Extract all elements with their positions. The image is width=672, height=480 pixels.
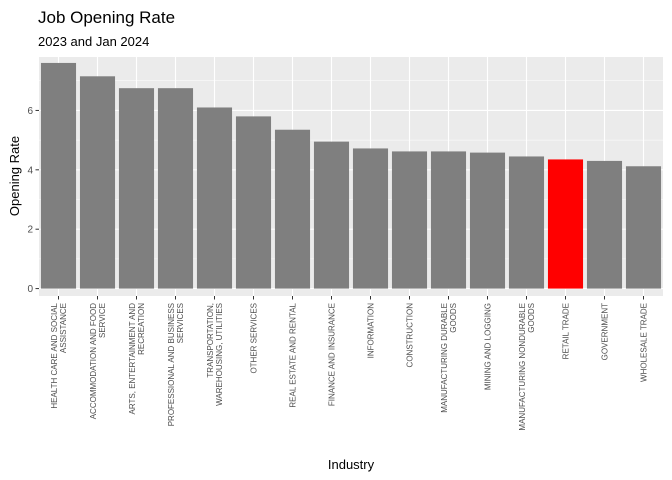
x-axis: HEALTH CARE AND SOCIALASSISTANCE ACCOMMOD… <box>50 296 649 431</box>
x-tick-label-line: WAREHOUSING, UTILITIES <box>215 303 224 406</box>
x-tick-label-line: REAL ESTATE AND RENTAL <box>289 302 298 407</box>
y-axis: 0 2 4 6 <box>27 106 39 295</box>
x-tick-label-line: FINANCE AND INSURANCE <box>328 303 337 406</box>
x-tick-label: ACCOMMODATION AND FOODSERVICE <box>89 303 107 420</box>
chart-subtitle: 2023 and Jan 2024 <box>38 34 149 49</box>
bar <box>586 160 623 289</box>
x-tick-label-line: TRANSPORTATION, <box>206 303 215 378</box>
x-tick-label-line: RETAIL TRADE <box>562 303 571 359</box>
bars <box>40 62 662 289</box>
x-axis-title: Industry <box>328 457 375 472</box>
y-tick-label: 2 <box>27 225 33 236</box>
y-axis-title: Opening Rate <box>7 136 22 216</box>
y-tick-label: 4 <box>27 165 33 176</box>
x-tick-label: MINING AND LOGGING <box>484 303 493 390</box>
x-tick-label: CONSTRUCTION <box>406 303 415 368</box>
x-tick-label-line: GOODS <box>449 303 458 333</box>
x-tick-label: GOVERNMENT <box>601 303 610 360</box>
x-tick-label: MANUFACTURING DURABLEGOODS <box>440 303 458 413</box>
x-tick-label-line: MANUFACTURING DURABLE <box>440 303 449 413</box>
bar <box>430 151 467 289</box>
chart-title: Job Opening Rate <box>38 8 175 27</box>
x-tick-label-line: CONSTRUCTION <box>406 303 415 368</box>
bar <box>235 116 272 289</box>
x-tick-label: FINANCE AND INSURANCE <box>328 303 337 406</box>
y-tick-label: 0 <box>27 284 33 295</box>
bar <box>79 76 116 289</box>
x-tick-label-line: ASSISTANCE <box>59 303 68 353</box>
bar <box>40 62 77 289</box>
x-tick-label-line: GOVERNMENT <box>601 303 610 360</box>
x-tick-label-line: ARTS, ENTERTAINMENT AND <box>128 303 137 415</box>
bar <box>157 88 194 289</box>
x-tick-label: REAL ESTATE AND RENTAL <box>289 302 298 407</box>
bar <box>547 159 584 289</box>
bar <box>196 107 233 289</box>
x-tick-label-line: ACCOMMODATION AND FOOD <box>89 303 98 420</box>
bar <box>391 151 428 289</box>
x-tick-label-line: MINING AND LOGGING <box>484 303 493 390</box>
x-tick-label-line: WHOLESALE TRADE <box>640 303 649 382</box>
x-tick-label-line: RECREATION <box>137 303 146 355</box>
x-tick-label: MANUFACTURING NONDURABLEGOODS <box>518 303 536 431</box>
bar <box>118 88 155 289</box>
bar <box>274 129 311 289</box>
x-tick-label: WHOLESALE TRADE <box>640 303 649 382</box>
bar <box>469 152 506 289</box>
x-tick-label: RETAIL TRADE <box>562 303 571 359</box>
x-tick-label: TRANSPORTATION,WAREHOUSING, UTILITIES <box>206 303 224 406</box>
x-tick-label: ARTS, ENTERTAINMENT ANDRECREATION <box>128 303 146 415</box>
x-tick-label: OTHER SERVICES <box>250 303 259 374</box>
x-tick-label-line: MANUFACTURING NONDURABLE <box>518 303 527 431</box>
x-tick-label: HEALTH CARE AND SOCIALASSISTANCE <box>50 302 68 408</box>
x-tick-label: PROFESSIONAL AND BUSINESSSERVICES <box>167 303 185 426</box>
x-tick-label-line: SERVICE <box>98 303 107 338</box>
y-tick-label: 6 <box>27 106 33 117</box>
bar <box>508 156 545 289</box>
bar <box>625 166 662 289</box>
bar <box>313 141 350 289</box>
x-tick-label: INFORMATION <box>367 303 376 359</box>
x-tick-label-line: GOODS <box>527 303 536 333</box>
x-tick-label-line: INFORMATION <box>367 303 376 359</box>
x-tick-label-line: SERVICES <box>176 303 185 343</box>
x-tick-label-line: HEALTH CARE AND SOCIAL <box>50 302 59 408</box>
x-tick-label-line: PROFESSIONAL AND BUSINESS <box>167 303 176 426</box>
bar <box>352 148 389 289</box>
x-tick-label-line: OTHER SERVICES <box>250 303 259 374</box>
